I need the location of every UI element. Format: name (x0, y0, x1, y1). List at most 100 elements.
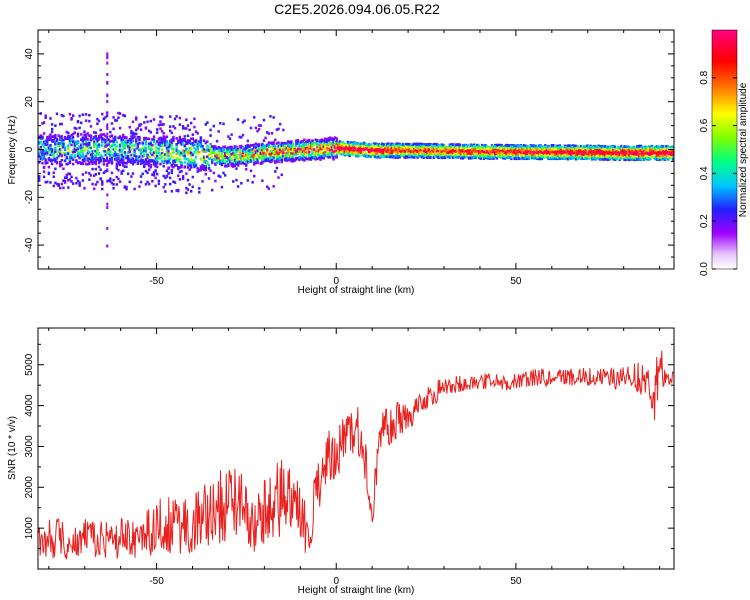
heatmap-cell (73, 147, 76, 151)
heatmap-cell (613, 158, 617, 162)
heatmap-cell (188, 128, 191, 132)
heatmap-cell (513, 144, 516, 148)
heatmap-cell (81, 153, 85, 156)
heatmap-cell (343, 142, 347, 146)
heatmap-cell (191, 141, 195, 145)
heatmap-cell (113, 153, 117, 156)
heatmap-cell (303, 149, 306, 153)
heatmap-cell (120, 155, 123, 159)
heatmap-cell (544, 154, 547, 157)
heatmap-cell (262, 158, 266, 161)
heatmap-cell (298, 158, 301, 162)
heatmap-cell (52, 184, 55, 188)
heatmap-cell (120, 136, 123, 140)
heatmap-cell (78, 156, 81, 160)
heatmap-cell (228, 137, 232, 140)
heatmap-cell (125, 161, 128, 165)
heatmap-cell (178, 160, 182, 164)
heatmap-cell (558, 151, 562, 154)
heatmap-cell (76, 150, 80, 154)
heatmap-cell (194, 164, 198, 167)
heatmap-cell (489, 152, 492, 156)
heatmap-cell (610, 156, 613, 159)
heatmap-cell (217, 145, 220, 149)
heatmap-cell (89, 158, 93, 162)
heatmap-cell (497, 149, 500, 152)
heatmap-cell (62, 145, 65, 149)
heatmap-cell (506, 153, 510, 157)
heatmap-cell (460, 146, 463, 150)
heatmap-cell (170, 143, 173, 147)
heatmap-cell (477, 149, 481, 153)
heatmap-cell (136, 143, 140, 147)
heatmap-cell (445, 148, 448, 151)
heatmap-cell (565, 155, 568, 159)
heatmap-cell (540, 152, 544, 155)
heatmap-cell (130, 138, 133, 142)
heatmap-cell (62, 144, 65, 148)
heatmap-cell (624, 153, 628, 156)
heatmap-cell (303, 159, 306, 162)
heatmap-cell (579, 146, 583, 149)
heatmap-cell (117, 160, 120, 164)
heatmap-cell (603, 150, 607, 154)
heatmap-cell (272, 185, 275, 188)
heatmap-cell (177, 139, 180, 143)
heatmap-cell (513, 146, 516, 149)
heatmap-cell (141, 161, 144, 164)
heatmap-cell (233, 150, 237, 154)
heatmap-cell (223, 159, 227, 162)
heatmap-cell (94, 131, 97, 135)
heatmap-cell (456, 143, 460, 146)
heatmap-cell (180, 169, 183, 173)
heatmap-cell (346, 146, 350, 150)
heatmap-cell (232, 180, 235, 183)
heatmap-cell (220, 149, 224, 152)
heatmap-cell (600, 150, 604, 153)
heatmap-cell (602, 158, 605, 161)
heatmap-cell (52, 158, 55, 162)
heatmap-cell (101, 156, 104, 160)
heatmap-cell (527, 147, 531, 151)
heatmap-cell (154, 162, 157, 166)
heatmap-cell (104, 116, 107, 119)
heatmap-cell (59, 135, 62, 139)
heatmap-cell (220, 154, 224, 157)
heatmap-cell (44, 158, 47, 161)
heatmap-cell (157, 147, 161, 151)
heatmap-cell (608, 150, 612, 154)
heatmap-cell (170, 171, 173, 175)
heatmap-cell (202, 156, 206, 159)
heatmap-cell (177, 149, 180, 153)
heatmap-cell (207, 146, 211, 149)
heatmap-cell (290, 145, 293, 148)
heatmap-cell (605, 145, 608, 149)
heatmap-cell (291, 143, 295, 146)
heatmap-cell (432, 145, 435, 148)
heatmap-cell (445, 155, 448, 158)
heatmap-cell (419, 146, 422, 150)
heatmap-cell (156, 128, 159, 131)
heatmap-cell (70, 180, 73, 183)
heatmap-cell (152, 138, 156, 141)
heatmap-cell (578, 148, 581, 152)
heatmap-cell (130, 147, 133, 151)
heatmap-cell (122, 133, 125, 137)
heatmap-cell (460, 149, 463, 152)
heatmap-cell (102, 133, 106, 136)
heatmap-cell (117, 162, 120, 166)
heatmap-cell (356, 154, 359, 157)
heatmap-cell (130, 161, 133, 164)
heatmap-cell (343, 152, 347, 156)
heatmap-cell (204, 161, 207, 164)
heatmap-cell (277, 149, 280, 152)
heatmap-cell (424, 143, 427, 146)
heatmap-cell (202, 167, 206, 171)
heatmap-cell (110, 122, 114, 125)
heatmap-cell (188, 149, 191, 152)
heatmap-cell (586, 144, 589, 148)
heatmap-cell (256, 161, 259, 164)
heatmap-cell (60, 122, 64, 126)
heatmap-cell (542, 155, 545, 159)
heatmap-cell (576, 156, 579, 159)
